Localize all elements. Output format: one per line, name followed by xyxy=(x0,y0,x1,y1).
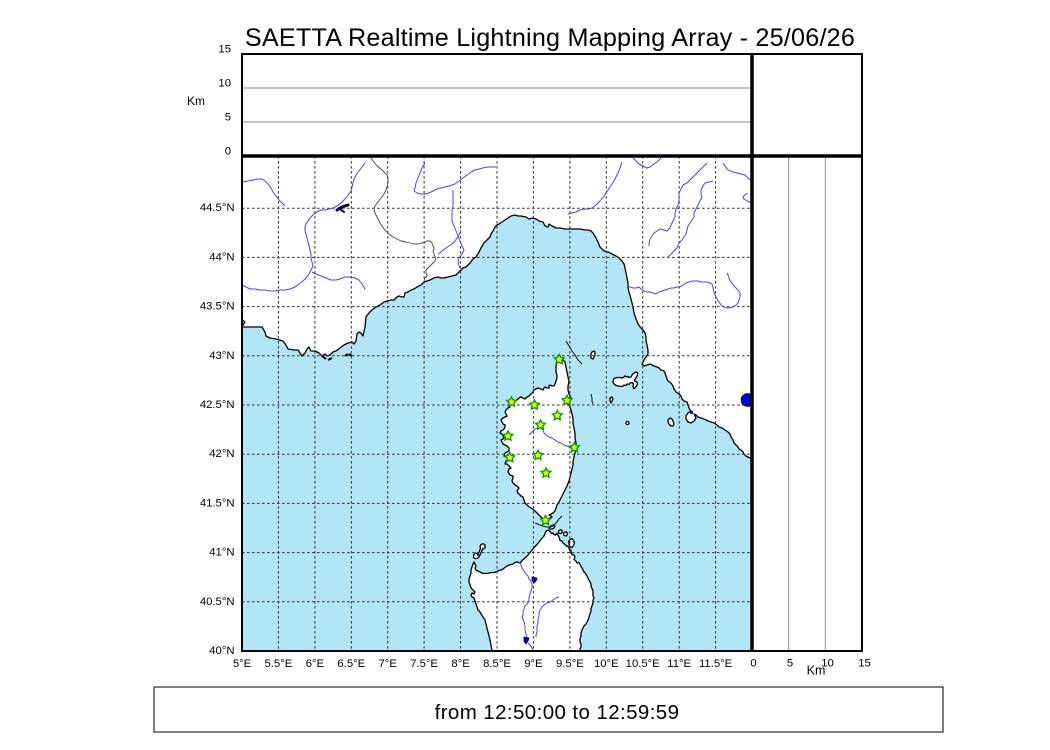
svg-text:7.5°E: 7.5°E xyxy=(410,658,438,670)
svg-text:44°N: 44°N xyxy=(209,251,234,263)
svg-text:SAETTA Realtime Lightning Mapp: SAETTA Realtime Lightning Mapping Array … xyxy=(245,24,855,52)
svg-text:5: 5 xyxy=(787,658,793,670)
svg-text:42.5°N: 42.5°N xyxy=(200,399,235,411)
svg-text:43°N: 43°N xyxy=(209,350,234,362)
svg-text:40°N: 40°N xyxy=(209,645,234,657)
svg-text:6.5°E: 6.5°E xyxy=(337,658,365,670)
svg-text:10: 10 xyxy=(218,78,231,90)
svg-text:15: 15 xyxy=(218,44,231,56)
svg-text:Km: Km xyxy=(187,94,205,108)
svg-text:5: 5 xyxy=(225,112,231,124)
svg-text:10.5°E: 10.5°E xyxy=(626,658,661,670)
svg-text:11°E: 11°E xyxy=(667,658,691,670)
svg-text:10: 10 xyxy=(821,658,834,670)
svg-text:42°N: 42°N xyxy=(209,448,234,460)
svg-text:5.5°E: 5.5°E xyxy=(265,658,293,670)
svg-text:0: 0 xyxy=(225,146,231,158)
svg-text:Km: Km xyxy=(807,664,826,678)
svg-text:5°E: 5°E xyxy=(233,658,252,670)
svg-text:41.5°N: 41.5°N xyxy=(200,497,235,509)
svg-text:11.5°E: 11.5°E xyxy=(699,658,733,670)
svg-text:0: 0 xyxy=(750,658,756,670)
svg-text:from 12:50:00 to 12:59:59: from 12:50:00 to 12:59:59 xyxy=(435,701,680,724)
svg-text:7°E: 7°E xyxy=(379,658,398,670)
svg-text:44.5°N: 44.5°N xyxy=(200,202,235,214)
svg-text:6°E: 6°E xyxy=(306,658,325,670)
svg-text:9°E: 9°E xyxy=(524,658,543,670)
svg-text:8.5°E: 8.5°E xyxy=(483,658,511,670)
svg-text:15: 15 xyxy=(858,658,871,670)
svg-text:43.5°N: 43.5°N xyxy=(200,301,235,313)
svg-text:10°E: 10°E xyxy=(594,658,619,670)
svg-text:41°N: 41°N xyxy=(209,547,234,559)
svg-text:40.5°N: 40.5°N xyxy=(200,596,235,608)
svg-text:8°E: 8°E xyxy=(451,658,470,670)
svg-text:9.5°E: 9.5°E xyxy=(556,658,584,670)
